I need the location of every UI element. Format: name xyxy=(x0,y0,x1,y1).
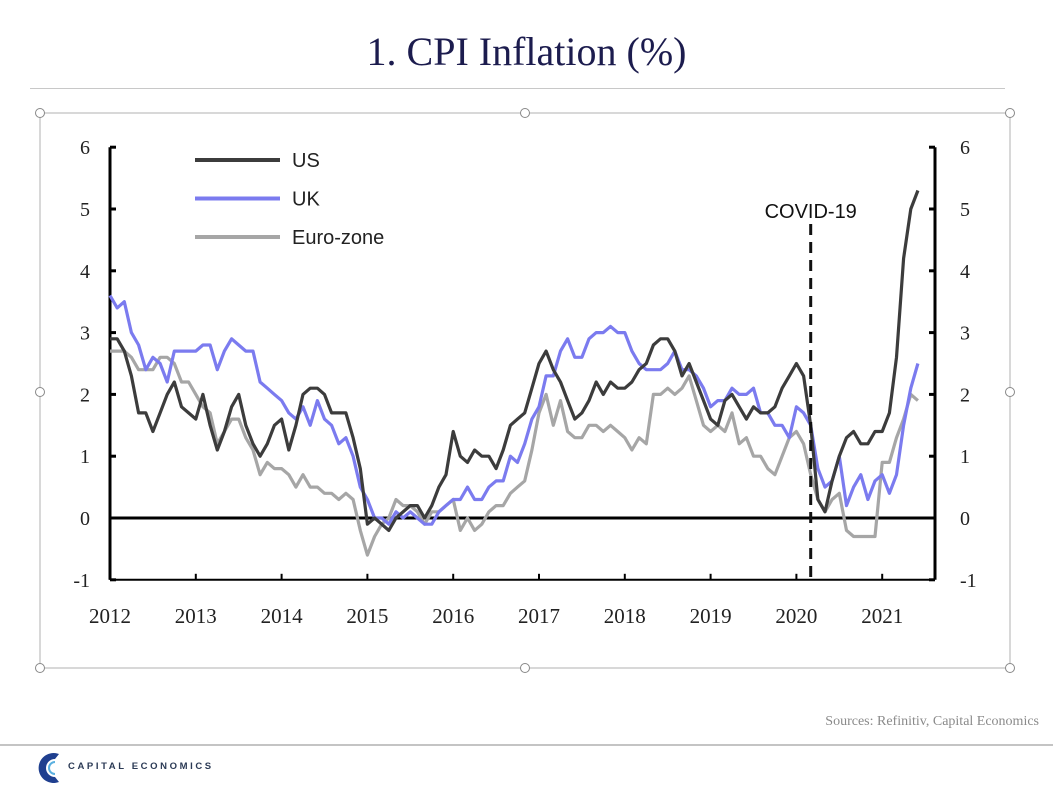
x-tick-label: 2012 xyxy=(89,604,131,628)
y-tick-label-right: 2 xyxy=(960,384,970,406)
resize-handle[interactable] xyxy=(520,108,530,118)
footer-divider xyxy=(0,744,1053,746)
x-tick-label: 2019 xyxy=(690,604,732,628)
y-tick-label-left: 0 xyxy=(80,508,90,530)
covid-annotation: COVID-19 xyxy=(765,201,857,580)
y-tick-label-right: 0 xyxy=(960,508,970,530)
y-tick-label-left: 1 xyxy=(80,446,90,468)
selection-frame[interactable] xyxy=(35,108,1015,673)
legend-label-uk: UK xyxy=(292,189,320,211)
y-tick-label-left: 5 xyxy=(80,199,90,221)
x-tick-label: 2017 xyxy=(518,604,560,628)
resize-handle[interactable] xyxy=(35,108,45,118)
x-tick-label: 2018 xyxy=(604,604,646,628)
y-tick-label-left: 6 xyxy=(80,137,90,159)
y-tick-label-left: 3 xyxy=(80,323,90,345)
y-tick-label-right: 1 xyxy=(960,446,970,468)
y-tick-label-left: 2 xyxy=(80,384,90,406)
axes: -1 -1 0 0 1 1 2 2 3 3 4 4 5 5 6 6 2012 2013 2014 2015 2016 20… xyxy=(73,137,976,628)
resize-handle[interactable] xyxy=(35,387,45,397)
y-tick-label-right: 6 xyxy=(960,137,970,159)
frame-border xyxy=(39,112,1011,669)
title-divider xyxy=(30,88,1005,89)
resize-handle[interactable] xyxy=(35,663,45,673)
y-tick-label-left: -1 xyxy=(73,570,90,592)
legend-label-euro-zone: Euro-zone xyxy=(292,227,384,249)
y-tick-label-right: 3 xyxy=(960,323,970,345)
x-tick-label: 2020 xyxy=(775,604,817,628)
y-tick-label-right: 5 xyxy=(960,199,970,221)
x-tick-label: 2013 xyxy=(175,604,217,628)
series-line-uk xyxy=(108,294,920,526)
y-tick-label-right: 4 xyxy=(960,261,970,283)
covid-label: COVID-19 xyxy=(765,201,857,223)
resize-handle[interactable] xyxy=(1005,387,1015,397)
chart-title: 1. CPI Inflation (%) xyxy=(366,29,687,74)
x-tick-label: 2015 xyxy=(346,604,388,628)
resize-handle[interactable] xyxy=(1005,108,1015,118)
resize-handle[interactable] xyxy=(1005,663,1015,673)
series-line-euro-zone xyxy=(110,349,919,557)
resize-handle[interactable] xyxy=(520,663,530,673)
x-tick-label: 2014 xyxy=(261,604,304,628)
cpi-line-chart: -1 -1 0 0 1 1 2 2 3 3 4 4 5 5 6 6 2012 2013 2014 2015 2016 20… xyxy=(35,108,1015,673)
legend-label-us: US xyxy=(292,150,320,172)
y-tick-label-right: -1 xyxy=(960,570,977,592)
legend: US UK Euro-zone xyxy=(195,150,384,249)
y-tick-label-left: 4 xyxy=(80,261,90,283)
capital-economics-logo-icon xyxy=(38,753,59,783)
x-tick-label: 2021 xyxy=(861,604,903,628)
sources-note: Sources: Refinitiv, Capital Economics xyxy=(825,714,1039,729)
series-lines xyxy=(108,189,920,557)
brand-name: CAPITAL ECONOMICS xyxy=(68,761,214,772)
series-line-us xyxy=(110,189,920,532)
x-tick-label: 2016 xyxy=(432,604,474,628)
